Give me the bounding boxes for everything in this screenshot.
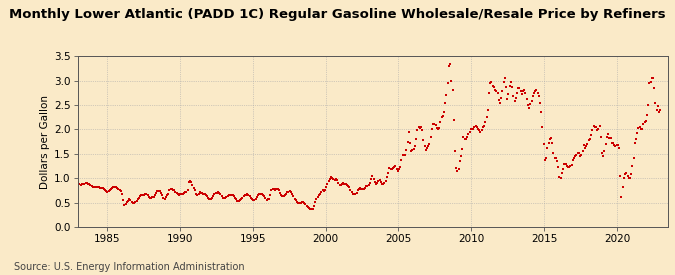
Text: Source: U.S. Energy Information Administration: Source: U.S. Energy Information Administ… <box>14 262 244 272</box>
Y-axis label: Dollars per Gallon: Dollars per Gallon <box>40 95 50 189</box>
Text: Monthly Lower Atlantic (PADD 1C) Regular Gasoline Wholesale/Resale Price by Refi: Monthly Lower Atlantic (PADD 1C) Regular… <box>9 8 666 21</box>
